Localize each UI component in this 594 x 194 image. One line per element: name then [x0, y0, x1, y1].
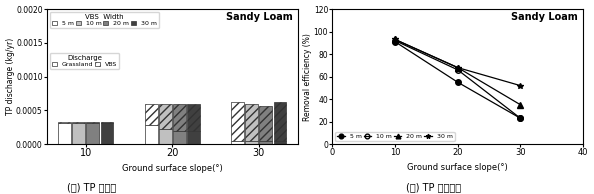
- Line: 5 m: 5 m: [392, 39, 523, 121]
- Legend: 5 m, 10 m, 20 m, 30 m: 5 m, 10 m, 20 m, 30 m: [336, 132, 455, 141]
- Y-axis label: Removal efficiency (%): Removal efficiency (%): [304, 33, 312, 120]
- Bar: [58, 122, 71, 123]
- Bar: [100, 122, 113, 123]
- Bar: [173, 104, 186, 131]
- 30 m: [391, 38, 399, 41]
- Bar: [173, 131, 186, 144]
- 10 m: [391, 39, 399, 42]
- 20 m: [517, 104, 524, 106]
- Bar: [245, 104, 258, 141]
- Text: Sandy Loam: Sandy Loam: [226, 12, 293, 22]
- Line: 30 m: 30 m: [392, 37, 523, 88]
- Bar: [232, 102, 244, 141]
- 30 m: [454, 67, 462, 69]
- Bar: [187, 131, 200, 144]
- Bar: [72, 122, 85, 123]
- 5 m: [517, 117, 524, 120]
- Line: 20 m: 20 m: [392, 37, 523, 107]
- Bar: [260, 141, 272, 144]
- Bar: [245, 141, 258, 144]
- 10 m: [454, 69, 462, 71]
- Line: 10 m: 10 m: [392, 38, 523, 121]
- Y-axis label: TP discharge (kg/yr): TP discharge (kg/yr): [5, 38, 15, 115]
- Bar: [274, 141, 286, 144]
- Bar: [100, 123, 113, 144]
- Bar: [274, 102, 286, 141]
- Bar: [145, 104, 157, 125]
- Text: (나) TP 저감효율: (나) TP 저감효율: [406, 182, 461, 192]
- Bar: [72, 123, 85, 144]
- Bar: [87, 122, 99, 123]
- 20 m: [391, 38, 399, 41]
- Legend: Grassland, VBS: Grassland, VBS: [50, 53, 119, 69]
- 5 m: [454, 81, 462, 83]
- Bar: [145, 125, 157, 144]
- Bar: [159, 129, 172, 144]
- Bar: [159, 104, 172, 129]
- Text: (가) TP 유출량: (가) TP 유출량: [68, 182, 116, 192]
- 30 m: [517, 84, 524, 87]
- 5 m: [391, 41, 399, 43]
- 20 m: [454, 67, 462, 69]
- Bar: [58, 123, 71, 144]
- Text: Sandy Loam: Sandy Loam: [511, 12, 578, 22]
- 10 m: [517, 117, 524, 120]
- Bar: [187, 104, 200, 131]
- X-axis label: Ground surface slope(°): Ground surface slope(°): [407, 163, 508, 172]
- X-axis label: Ground surface slope(°): Ground surface slope(°): [122, 164, 223, 173]
- Bar: [260, 106, 272, 141]
- Bar: [232, 141, 244, 144]
- Bar: [87, 123, 99, 144]
